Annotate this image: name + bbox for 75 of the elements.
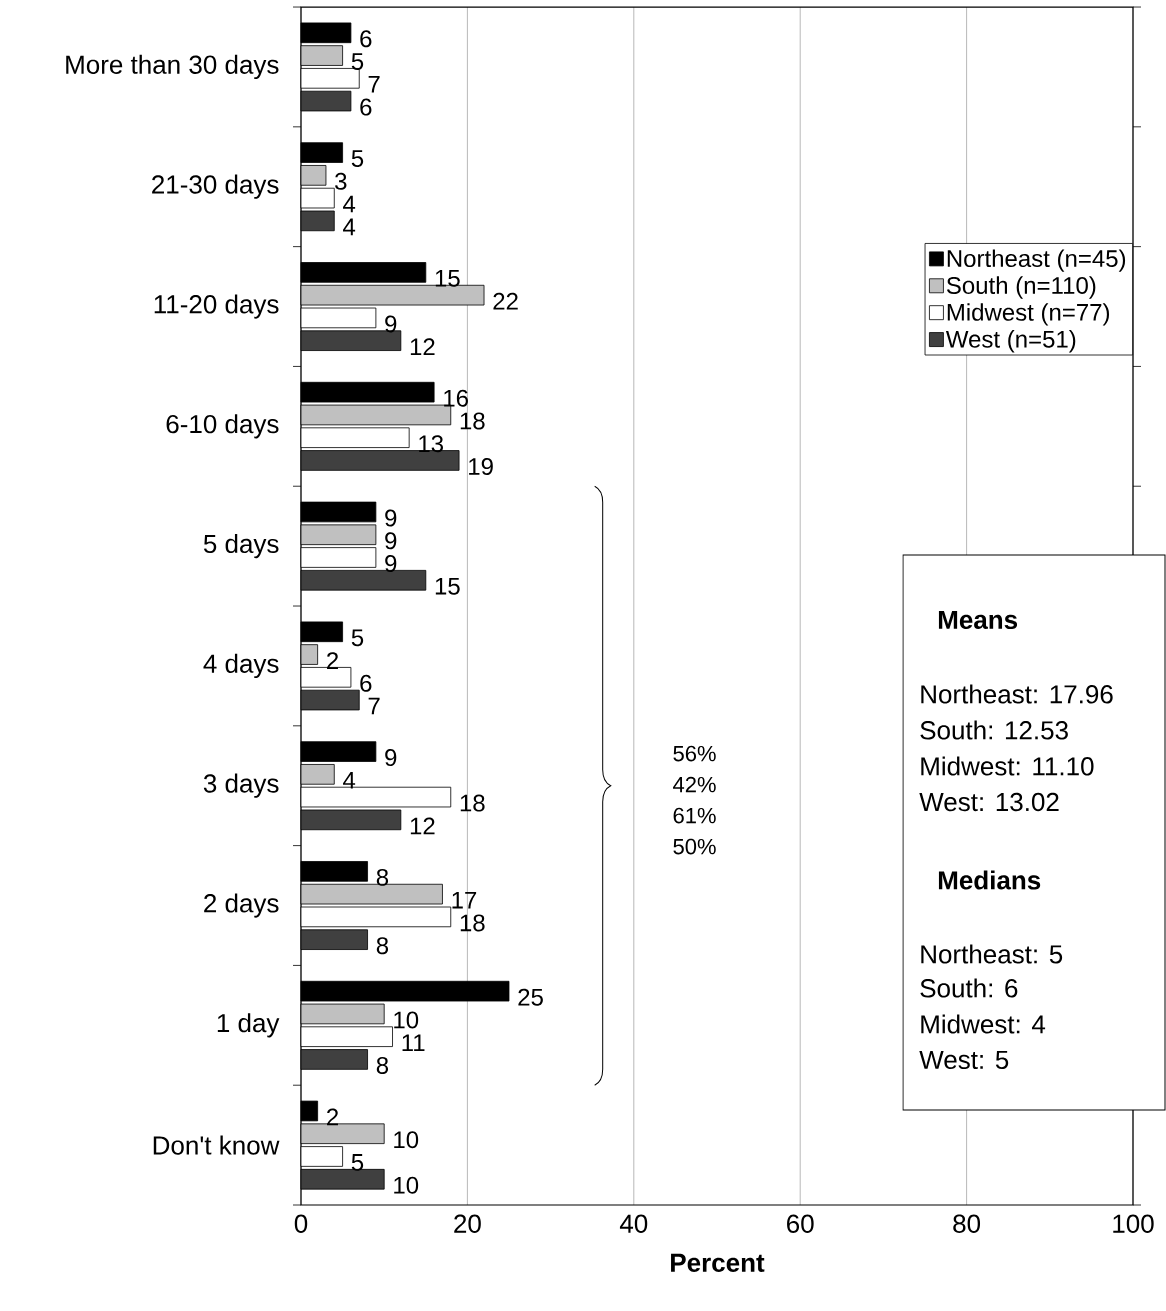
y-tick-label: 1 day	[217, 1013, 280, 1038]
data-label: 25	[518, 988, 543, 1006]
x-tick-label: 0	[294, 1214, 308, 1233]
data-label: 13	[419, 435, 443, 453]
x-tick-label: 80	[953, 1214, 981, 1233]
data-label: 4	[343, 195, 356, 213]
annotation: South: 12.53	[920, 720, 1068, 740]
data-label: 8	[376, 868, 389, 886]
data-label: 22	[493, 292, 518, 310]
annotation: Midwest: 11.10	[921, 756, 1094, 776]
annotation: West: 5	[919, 1050, 1009, 1070]
data-label: 10	[394, 1011, 419, 1029]
annotation: Medians	[938, 870, 1041, 890]
annotation: 56%	[673, 745, 716, 762]
data-label: 4	[343, 772, 356, 789]
data-label: 12	[410, 338, 435, 356]
y-tick-label: 2 days	[204, 893, 279, 918]
data-label: 5	[351, 150, 364, 167]
data-label: 5	[351, 53, 364, 70]
data-label: 10	[394, 1176, 419, 1194]
annotation: 50%	[673, 838, 716, 855]
y-tick-label: 4 days	[203, 653, 279, 679]
x-tick-label: 40	[619, 1214, 648, 1233]
annotation: South: 6	[920, 978, 1018, 998]
data-label: 6	[360, 98, 372, 116]
annotation: Midwest: 4	[921, 1014, 1046, 1034]
data-label: 15	[435, 270, 460, 287]
annotation: Northeast: 5	[921, 944, 1063, 964]
data-label: 3	[335, 172, 347, 190]
annotation: West: 13.02	[919, 792, 1059, 812]
data-label: 19	[469, 457, 493, 475]
y-tick-label: 21-30 days	[152, 174, 279, 199]
data-label: 10	[394, 1131, 419, 1149]
data-label: 9	[385, 532, 397, 550]
annotation: 42%	[673, 776, 716, 793]
data-label: 11	[402, 1034, 425, 1051]
data-label: 4	[343, 218, 356, 236]
y-tick-label: 5 days	[203, 534, 279, 559]
x-tick-label: 20	[454, 1214, 481, 1233]
y-tick-label: Don't know	[153, 1135, 280, 1155]
x-tick-label: 60	[787, 1214, 814, 1233]
data-label: 7	[368, 697, 380, 715]
data-label: 2	[327, 652, 338, 669]
legend-label: West (n=51)	[945, 330, 1076, 353]
data-label: 6	[360, 30, 372, 48]
y-tick-label: 11-20 days	[154, 294, 279, 319]
data-label: 16	[444, 389, 468, 407]
data-label: 9	[385, 509, 397, 527]
legend-label: South (n=110)	[946, 276, 1096, 299]
data-label: 5	[351, 1154, 364, 1171]
data-label: 18	[460, 412, 485, 430]
data-label: 8	[376, 937, 389, 955]
data-label: 15	[435, 577, 460, 595]
x-tick-label: 100	[1113, 1214, 1154, 1233]
annotation: Means	[938, 610, 1018, 630]
data-label: 12	[410, 817, 435, 835]
annotation: Northeast: 17.96	[921, 684, 1113, 704]
legend-label: Midwest (n=77)	[947, 303, 1110, 326]
legend-label: Northeast (n=45)	[947, 249, 1126, 272]
data-label: 7	[368, 76, 380, 93]
data-label: 18	[460, 794, 485, 812]
data-label: 8	[376, 1056, 389, 1074]
data-label: 6	[360, 674, 372, 692]
data-label: 9	[385, 315, 397, 333]
data-label: 17	[452, 891, 477, 909]
data-label: 9	[385, 749, 397, 767]
y-tick-label: More than 30 days	[66, 54, 279, 80]
data-label: 2	[327, 1108, 338, 1126]
annotation: 61%	[673, 807, 716, 824]
y-tick-label: 6-10 days	[166, 414, 279, 439]
data-label: 9	[385, 555, 397, 572]
data-label: 5	[351, 629, 364, 647]
data-label: 18	[460, 914, 485, 932]
y-tick-label: 3 days	[203, 773, 279, 798]
x-axis-title: Percent	[671, 1253, 765, 1272]
